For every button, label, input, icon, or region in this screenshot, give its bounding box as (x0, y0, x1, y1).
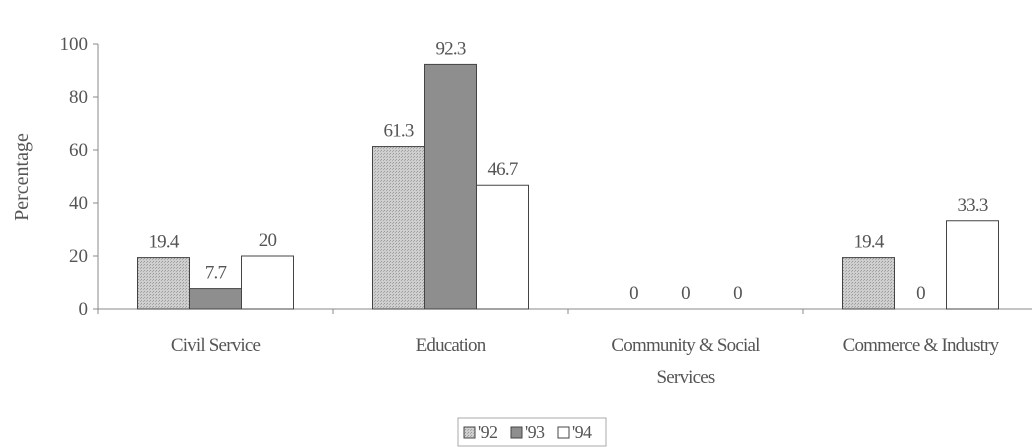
x-tick-label: Services (657, 367, 715, 388)
y-tick-label: 100 (60, 34, 89, 55)
y-axis-label: Percentage (11, 133, 33, 221)
y-tick-label: 20 (69, 246, 88, 267)
bar-94-1 (476, 184, 529, 310)
x-tick-label: Education (416, 335, 487, 356)
x-tick-label: Community & Social (611, 335, 760, 356)
legend-label: '93 (525, 422, 545, 442)
axes: 0 20 40 60 80 100 Civil Service Education Commun… (60, 34, 1032, 388)
y-tick-label: 0 (79, 299, 89, 320)
data-label: 92.3 (435, 38, 465, 59)
data-label: 19.4 (148, 232, 179, 253)
bar-92-3 (842, 257, 895, 310)
data-label: 0 (916, 283, 925, 304)
legend: '92 '93 '94 (457, 417, 607, 447)
y-tick-label: 80 (69, 87, 88, 108)
x-tick-label: Civil Service (171, 335, 261, 356)
legend-label: '94 (572, 422, 592, 442)
data-label: 33.3 (957, 195, 987, 216)
data-labels: 19.4 7.7 20 61.3 92.3 46.7 0 0 0 19.4 0 33.3 (148, 38, 988, 304)
legend-box (457, 417, 607, 447)
bar-92-1 (372, 146, 425, 310)
bar-94-3 (946, 220, 999, 310)
bar-93-1 (424, 63, 477, 310)
legend-swatch (557, 426, 570, 439)
legend-label: '92 (478, 422, 497, 442)
legend-swatch (463, 426, 476, 439)
data-label: 20 (259, 230, 277, 251)
y-tick-label: 60 (69, 140, 88, 161)
data-label: 0 (733, 283, 742, 304)
data-label: 0 (629, 283, 638, 304)
data-label: 61.3 (383, 121, 413, 142)
bars (137, 63, 999, 310)
y-tick-label: 40 (69, 193, 88, 214)
x-tick-label: Commerce & Industry (843, 335, 1000, 356)
data-label: 7.7 (205, 263, 227, 284)
data-label: 46.7 (487, 159, 517, 180)
data-label: 19.4 (853, 232, 884, 253)
legend-swatch (510, 426, 523, 439)
data-label: 0 (681, 283, 690, 304)
bar-92-0 (137, 257, 190, 310)
bar-93-0 (189, 288, 242, 310)
bar-94-0 (241, 255, 294, 310)
